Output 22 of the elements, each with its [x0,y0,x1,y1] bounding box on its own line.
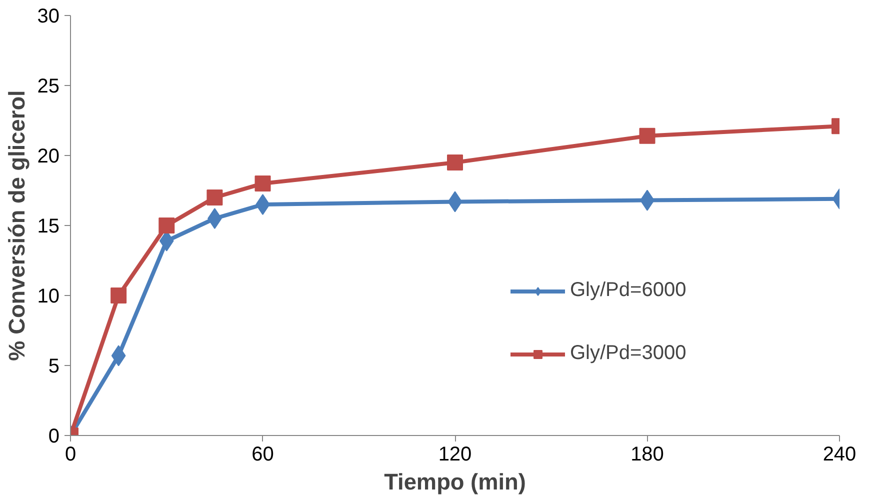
x-tick-label: 0 [64,444,76,466]
point [158,218,175,234]
x-tick-label: 180 [630,444,664,466]
point [254,176,271,192]
point [206,190,223,206]
y-tick-label: 25 [37,76,60,98]
x-tick-label: 60 [252,444,274,466]
legend-label: Gly/Pd=3000 [570,342,686,365]
point [110,288,127,304]
x-tick-label: 120 [438,444,472,466]
legend-label: Gly/Pd=6000 [570,279,686,302]
y-tick-label: 0 [48,426,60,448]
point [447,154,463,170]
y-tick-label: 20 [37,146,60,168]
y-tick-label: 5 [48,356,60,378]
y-tick-label: 10 [37,286,60,308]
y-tick-label: 15 [37,216,60,238]
point [639,128,656,144]
y-axis-title: % Conversión de glicerol [3,90,30,361]
x-axis-title: Tiempo (min) [384,468,526,494]
y-tick-label: 30 [37,6,60,28]
x-tick-label: 240 [822,444,856,466]
